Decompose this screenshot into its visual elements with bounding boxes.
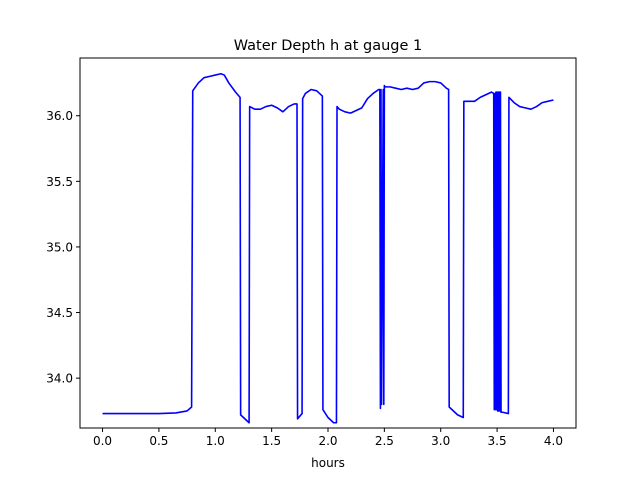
- x-tick-label: 0.0: [93, 434, 112, 448]
- x-tick-label: 0.5: [149, 434, 168, 448]
- y-tick-label: 34.0: [46, 372, 73, 386]
- x-tick-label: 3.5: [488, 434, 507, 448]
- x-tick-label: 2.0: [318, 434, 337, 448]
- x-axis-ticks: 0.0 0.5 1.0 1.5 2.0 2.5 3.0 3.5 4.0: [93, 428, 563, 448]
- x-tick-label: 1.5: [262, 434, 281, 448]
- x-tick-label: 2.5: [375, 434, 394, 448]
- y-tick-label: 34.5: [46, 306, 73, 320]
- y-tick-label: 36.0: [46, 109, 73, 123]
- series-line-0: [102, 72, 554, 424]
- plot-layer: [102, 72, 554, 424]
- x-tick-label: 3.0: [431, 434, 450, 448]
- x-axis-label: hours: [311, 456, 345, 470]
- y-tick-label: 35.0: [46, 240, 73, 254]
- x-tick-label: 4.0: [544, 434, 563, 448]
- plot-frame: [79, 57, 577, 429]
- chart-title: Water Depth h at gauge 1: [234, 38, 422, 54]
- y-axis-ticks: 34.0 34.5 35.0 35.5 36.0: [46, 109, 80, 386]
- x-tick-label: 1.0: [206, 434, 225, 448]
- y-tick-label: 35.5: [46, 175, 73, 189]
